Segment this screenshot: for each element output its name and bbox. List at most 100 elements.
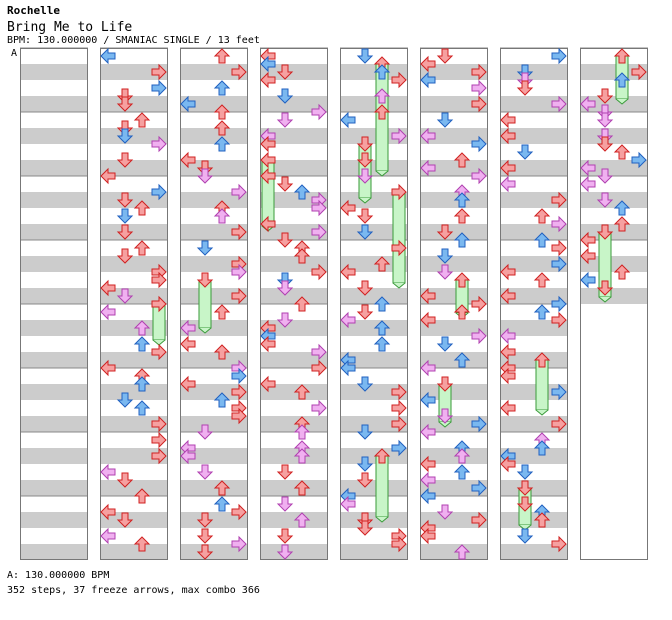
arrow-note-176 xyxy=(453,152,471,168)
arrow-note-61 xyxy=(213,304,231,320)
beat-stripe xyxy=(500,512,568,528)
beat-stripe xyxy=(20,448,88,464)
arrow-note-110 xyxy=(260,335,276,353)
arrow-note-168 xyxy=(420,55,436,73)
beat-stripe xyxy=(20,384,88,400)
beat-stripe xyxy=(500,160,568,176)
arrow-note-49 xyxy=(180,151,196,169)
arrow-note-182 xyxy=(436,224,454,240)
beat-stripe xyxy=(100,224,168,240)
arrow-note-47 xyxy=(213,120,231,136)
beat-stripe xyxy=(100,352,168,368)
arrow-note-217 xyxy=(500,111,516,129)
arrow-note-9 xyxy=(116,152,134,168)
beat-stripe xyxy=(20,480,88,496)
arrow-note-175 xyxy=(471,135,487,153)
arrow-note-117 xyxy=(293,424,311,440)
beat-stripe xyxy=(500,96,568,112)
arrow-note-268 xyxy=(613,200,631,216)
arrow-note-218 xyxy=(500,127,516,145)
beat-stripe xyxy=(340,416,408,432)
beat-stripe xyxy=(580,64,648,80)
arrow-note-123 xyxy=(293,512,311,528)
arrow-note-160 xyxy=(356,472,374,488)
arrow-note-112 xyxy=(311,359,327,377)
arrow-note-43 xyxy=(231,63,247,81)
beat-stripe xyxy=(180,352,248,368)
arrow-note-229 xyxy=(533,272,551,288)
arrow-note-189 xyxy=(453,304,471,320)
beat-stripe xyxy=(260,416,328,432)
arrow-note-85 xyxy=(276,64,294,80)
arrow-note-207 xyxy=(436,504,454,520)
beat-stripe xyxy=(20,544,88,560)
beat-stripe xyxy=(180,416,248,432)
arrow-note-193 xyxy=(453,352,471,368)
arrow-note-71 xyxy=(231,407,247,425)
beat-stripe xyxy=(340,544,408,560)
arrow-note-149 xyxy=(373,336,391,352)
arrow-note-199 xyxy=(420,423,436,441)
chart-stats: 352 steps, 37 freeze arrows, max combo 3… xyxy=(7,585,260,596)
arrow-note-12 xyxy=(116,192,134,208)
beat-stripe xyxy=(420,480,488,496)
arrow-note-184 xyxy=(436,248,454,264)
arrow-note-267 xyxy=(596,192,614,208)
arrow-note-56 xyxy=(196,240,214,256)
arrow-note-215 xyxy=(516,80,534,96)
arrow-note-269 xyxy=(613,216,631,232)
arrow-note-120 xyxy=(276,464,294,480)
beat-stripe xyxy=(420,320,488,336)
arrow-note-36 xyxy=(116,472,134,488)
arrow-note-1 xyxy=(151,63,167,81)
arrow-note-46 xyxy=(213,104,231,120)
arrow-note-259 xyxy=(596,112,614,128)
arrow-note-68 xyxy=(231,383,247,401)
arrow-note-241 xyxy=(551,415,567,433)
beat-stripe xyxy=(260,288,328,304)
arrow-note-137 xyxy=(391,183,407,201)
arrow-note-87 xyxy=(276,88,294,104)
arrow-note-11 xyxy=(151,183,167,201)
arrow-note-226 xyxy=(551,239,567,257)
arrow-note-153 xyxy=(391,383,407,401)
arrow-note-91 xyxy=(260,135,276,153)
beat-stripe xyxy=(180,384,248,400)
arrow-note-194 xyxy=(420,359,436,377)
column-border xyxy=(500,48,568,560)
arrow-note-41 xyxy=(133,536,151,552)
beat-stripe xyxy=(100,192,168,208)
bpm-marker-label: A xyxy=(11,48,18,59)
arrow-note-147 xyxy=(340,311,356,329)
arrow-note-115 xyxy=(311,399,327,417)
arrow-note-152 xyxy=(356,376,374,392)
arrow-note-140 xyxy=(356,224,374,240)
arrow-note-253 xyxy=(613,48,631,64)
beat-stripe xyxy=(340,192,408,208)
arrow-note-265 xyxy=(596,168,614,184)
arrow-note-158 xyxy=(373,448,391,464)
arrow-note-216 xyxy=(551,95,567,113)
arrow-note-21 xyxy=(116,288,134,304)
beat-stripe xyxy=(420,512,488,528)
arrow-note-212 xyxy=(551,47,567,65)
arrow-note-100 xyxy=(276,232,294,248)
arrow-note-173 xyxy=(436,112,454,128)
beat-stripe xyxy=(260,192,328,208)
beat-stripe xyxy=(100,288,168,304)
arrow-note-78 xyxy=(231,503,247,521)
arrow-note-188 xyxy=(471,295,487,313)
beat-stripe xyxy=(100,256,168,272)
arrow-note-88 xyxy=(311,103,327,121)
arrow-note-247 xyxy=(516,480,534,496)
arrow-note-131 xyxy=(373,104,391,120)
beat-stripe xyxy=(420,288,488,304)
arrow-note-171 xyxy=(471,79,487,97)
beat-stripe xyxy=(100,160,168,176)
arrow-note-157 xyxy=(391,439,407,457)
arrow-note-29 xyxy=(133,376,151,392)
beat-stripe xyxy=(340,160,408,176)
arrow-note-239 xyxy=(551,383,567,401)
arrow-note-24 xyxy=(133,320,151,336)
beat-stripe xyxy=(580,288,648,304)
